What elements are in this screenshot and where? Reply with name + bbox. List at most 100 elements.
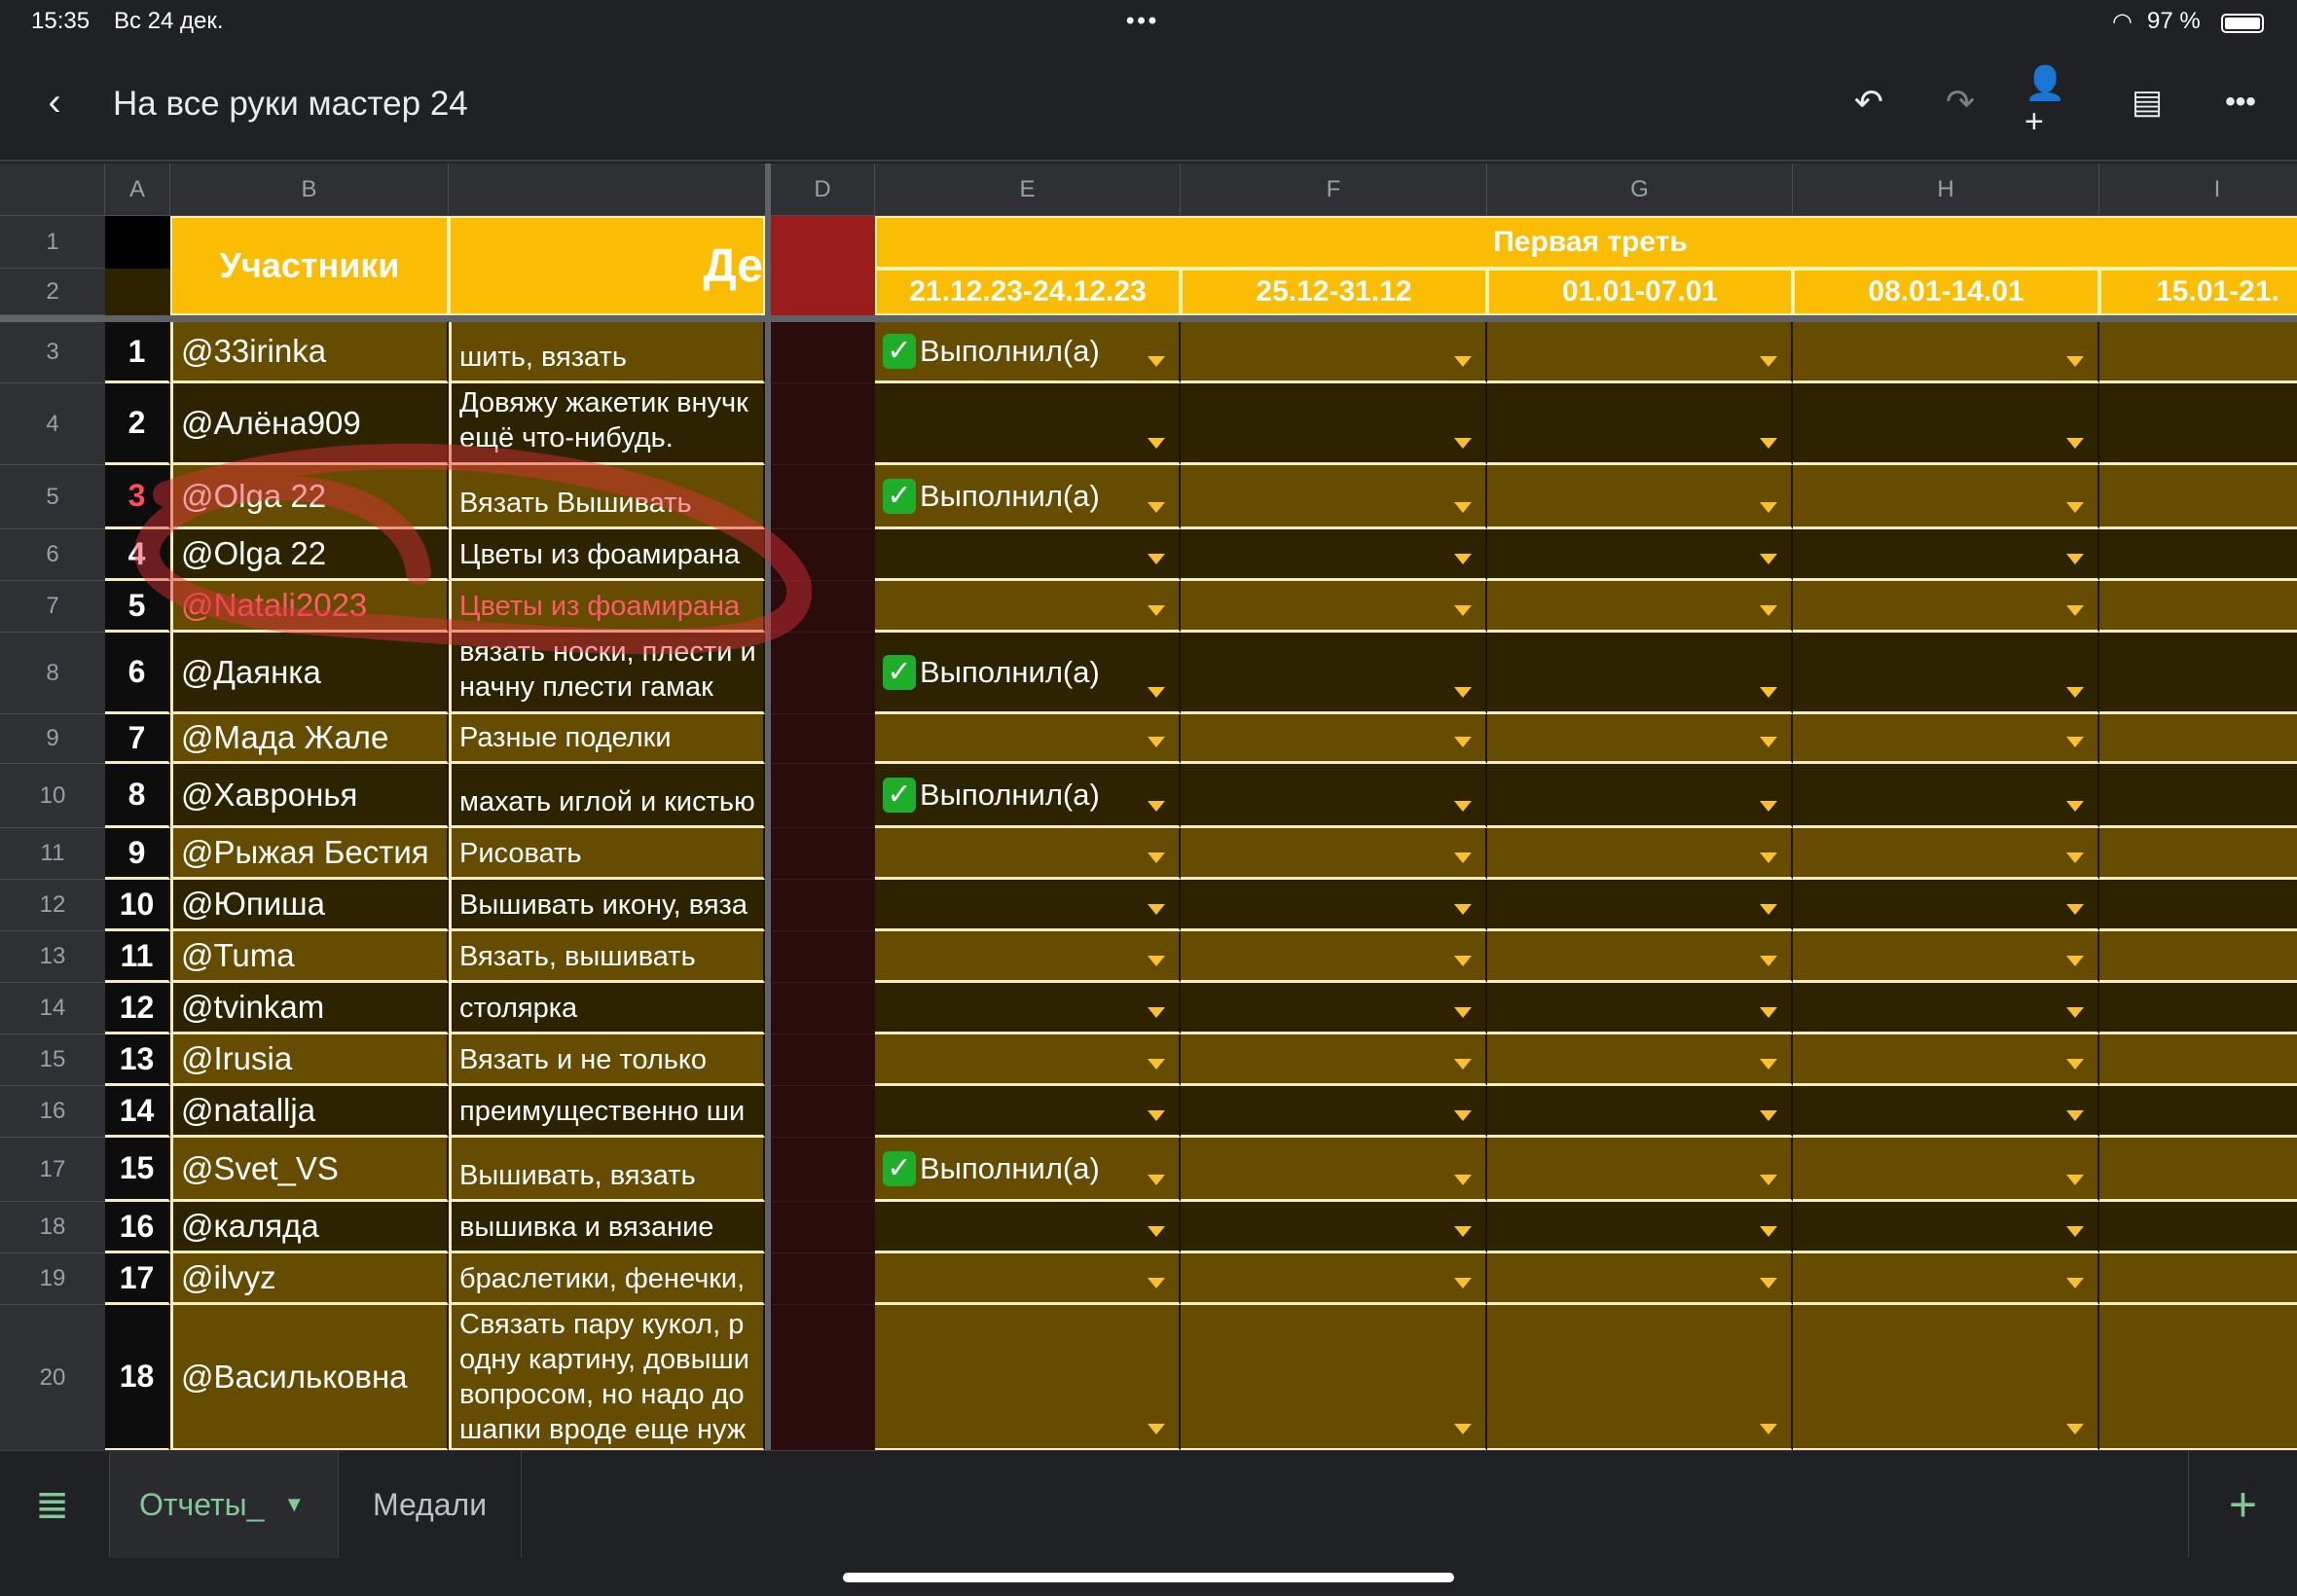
dropdown-arrow-icon[interactable] [1148,356,1165,367]
column-d-cell[interactable] [771,880,875,931]
participants-header[interactable]: Участники [170,216,449,315]
dropdown-arrow-icon[interactable] [1454,1110,1472,1121]
status-dropdown-cell[interactable] [1487,1202,1793,1253]
participant-name-cell[interactable]: @Irusia [170,1034,449,1086]
dropdown-arrow-icon[interactable] [1454,502,1472,513]
dropdown-arrow-icon[interactable] [1760,605,1777,616]
status-dropdown-cell[interactable] [2099,529,2297,581]
row-header[interactable]: 18 [0,1202,105,1253]
dropdown-arrow-icon[interactable] [1148,904,1165,915]
participant-name-cell[interactable]: @Svet_VS [170,1138,449,1202]
status-dropdown-cell[interactable] [1487,383,1793,465]
status-dropdown-cell[interactable] [1793,322,2099,383]
dropdown-arrow-icon[interactable] [2066,1424,2084,1434]
dropdown-arrow-icon[interactable] [1454,904,1472,915]
dropdown-arrow-icon[interactable] [2066,737,2084,747]
activity-cell[interactable]: Вышивать икону, вяза [449,880,765,931]
activity-cell[interactable]: махать иглой и кистью [449,764,765,828]
status-dropdown-cell[interactable] [2099,764,2297,828]
column-header[interactable]: I [2099,163,2297,216]
column-d-cell[interactable] [771,322,875,383]
row-number-cell[interactable]: 5 [105,581,170,633]
status-dropdown-cell[interactable] [1181,322,1487,383]
dropdown-arrow-icon[interactable] [1148,438,1165,449]
freeze-divider-horizontal[interactable] [0,315,2297,322]
week-header[interactable]: 21.12.23-24.12.23 [875,269,1181,315]
status-dropdown-cell[interactable]: ✓ Выполнил(а) [875,764,1181,828]
week-header[interactable]: 08.01-14.01 [1793,269,2099,315]
sheet-tab-active[interactable]: Отчеты_ ▼ [109,1451,339,1558]
dropdown-arrow-icon[interactable] [1760,956,1777,966]
status-dropdown-cell[interactable] [1793,1305,2099,1450]
redo-icon[interactable]: ↷ [1945,82,1976,122]
status-dropdown-cell[interactable] [1487,1253,1793,1305]
dropdown-arrow-icon[interactable] [1760,904,1777,915]
dropdown-arrow-icon[interactable] [1760,1059,1777,1070]
activity-cell[interactable]: Вязать Вышивать [449,465,765,529]
column-header[interactable]: A [105,163,170,216]
status-dropdown-cell[interactable] [2099,1086,2297,1138]
dropdown-arrow-icon[interactable] [1148,1059,1165,1070]
dropdown-arrow-icon[interactable] [1148,956,1165,966]
status-dropdown-cell[interactable] [2099,581,2297,633]
dropdown-arrow-icon[interactable] [2066,1110,2084,1121]
status-dropdown-cell[interactable] [1181,1305,1487,1450]
dropdown-arrow-icon[interactable] [1454,956,1472,966]
status-dropdown-cell[interactable] [1181,983,1487,1034]
status-dropdown-cell[interactable] [2099,1138,2297,1202]
dropdown-arrow-icon[interactable] [1454,1278,1472,1288]
row-number-cell[interactable]: 9 [105,828,170,880]
status-dropdown-cell[interactable] [1793,1034,2099,1086]
column-d-cell[interactable] [771,1086,875,1138]
dropdown-arrow-icon[interactable] [2066,956,2084,966]
column-d-cell[interactable] [771,383,875,465]
participant-name-cell[interactable]: @Алёна909 [170,383,449,465]
add-sheet-button[interactable]: + [2188,1451,2297,1558]
status-dropdown-cell[interactable] [1181,931,1487,983]
status-dropdown-cell[interactable] [1181,714,1487,764]
participant-name-cell[interactable]: @Васильковна [170,1305,449,1450]
participant-name-cell[interactable]: @Хавронья [170,764,449,828]
status-dropdown-cell[interactable] [1793,1202,2099,1253]
column-d-cell[interactable] [771,1253,875,1305]
activity-cell[interactable]: Разные поделки [449,714,765,764]
dropdown-arrow-icon[interactable] [1760,737,1777,747]
activity-cell[interactable]: браслетики, фенечки, [449,1253,765,1305]
status-dropdown-cell[interactable]: ✓ Выполнил(а) [875,322,1181,383]
row-header[interactable]: 7 [0,581,105,633]
status-dropdown-cell[interactable] [1793,714,2099,764]
status-dropdown-cell[interactable] [875,983,1181,1034]
dropdown-arrow-icon[interactable] [1148,1278,1165,1288]
period-header[interactable]: Первая треть [875,216,2297,269]
status-dropdown-cell[interactable] [2099,828,2297,880]
column-header[interactable]: H [1793,163,2099,216]
status-dropdown-cell[interactable] [1181,383,1487,465]
status-dropdown-cell[interactable] [875,1202,1181,1253]
status-dropdown-cell[interactable] [1487,1034,1793,1086]
column-d-cell[interactable] [771,983,875,1034]
week-header[interactable]: 25.12-31.12 [1181,269,1487,315]
column-d-cell[interactable] [771,465,875,529]
row-header[interactable]: 19 [0,1253,105,1305]
all-sheets-icon[interactable]: ≣ [35,1481,70,1527]
column-header[interactable]: F [1181,163,1487,216]
freeze-divider-vertical[interactable] [765,163,771,1450]
week-header[interactable]: 01.01-07.01 [1487,269,1793,315]
corner-cell[interactable] [0,163,105,216]
row-number-cell[interactable]: 17 [105,1253,170,1305]
participant-name-cell[interactable]: @33irinka [170,322,449,383]
row-header[interactable]: 12 [0,880,105,931]
dropdown-arrow-icon[interactable] [1760,1110,1777,1121]
dropdown-arrow-icon[interactable] [1454,801,1472,812]
status-dropdown-cell[interactable] [1487,983,1793,1034]
dropdown-arrow-icon[interactable] [1760,502,1777,513]
status-dropdown-cell[interactable] [2099,383,2297,465]
dropdown-arrow-icon[interactable] [1148,554,1165,564]
activity-cell[interactable]: Цветы из фоамирана [449,581,765,633]
activity-cell[interactable]: Цветы из фоамирана [449,529,765,581]
participant-name-cell[interactable]: @natallja [170,1086,449,1138]
row-number-cell[interactable]: 12 [105,983,170,1034]
dropdown-arrow-icon[interactable] [1148,605,1165,616]
dropdown-arrow-icon[interactable] [1148,687,1165,698]
status-dropdown-cell[interactable] [875,1305,1181,1450]
